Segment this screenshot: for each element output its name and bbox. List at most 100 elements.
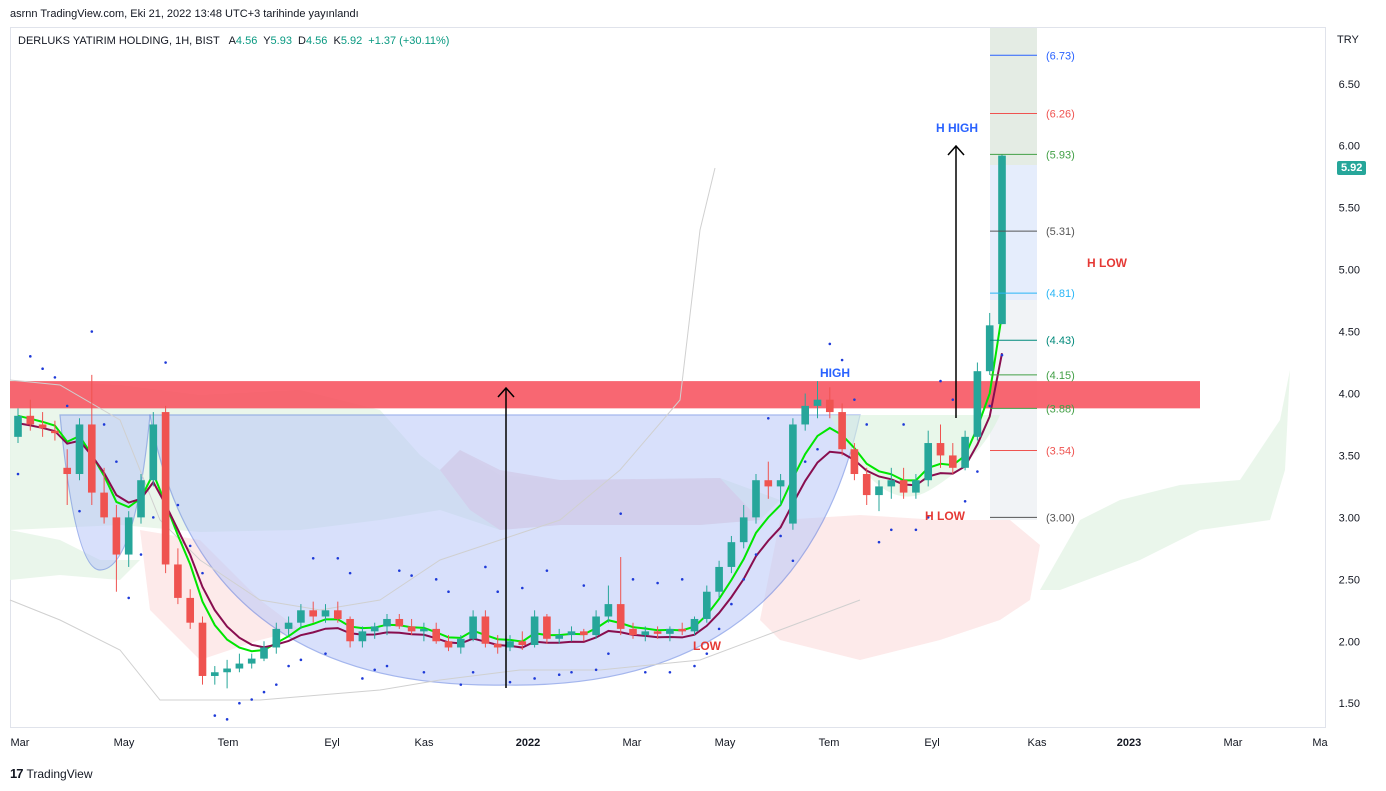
psar-dot-0 — [16, 472, 20, 476]
psar-dot-53 — [668, 670, 672, 674]
psar-dot-67 — [840, 358, 844, 362]
psar-dot-78 — [976, 470, 979, 473]
candle-body-63 — [789, 424, 797, 524]
candle-body-45 — [567, 631, 576, 636]
candle-body-51 — [641, 631, 650, 636]
level-label-7: (3.88) — [1046, 403, 1075, 415]
psar-dot-62 — [779, 534, 782, 538]
y-tick-10: 6.50 — [1339, 79, 1360, 91]
annotation-0: HIGH — [820, 366, 850, 380]
psar-dot-13 — [176, 503, 180, 507]
candle-body-66 — [825, 399, 834, 413]
psar-dot-61 — [767, 416, 770, 420]
candle-body-75 — [936, 443, 945, 456]
psar-dot-68 — [853, 398, 856, 401]
psar-dot-6 — [90, 330, 94, 333]
y-tick-4: 3.50 — [1339, 450, 1360, 462]
candle-body-74 — [924, 443, 933, 481]
annotation-1: LOW — [693, 639, 722, 653]
level-label-6: (4.15) — [1046, 370, 1075, 382]
candle-body-29 — [370, 626, 379, 632]
candle-body-21 — [272, 628, 281, 648]
psar-dot-9 — [127, 596, 130, 600]
candle-body-19 — [247, 658, 256, 664]
candle-body-41 — [518, 641, 527, 645]
currency-label[interactable]: TRY — [1337, 34, 1359, 46]
psar-dot-24 — [311, 556, 315, 560]
psar-dot-65 — [816, 447, 819, 451]
psar-dot-15 — [201, 571, 204, 575]
ohlc-high-value: 5.93 — [270, 35, 292, 47]
candle-body-68 — [850, 449, 859, 475]
psar-dot-17 — [225, 718, 229, 721]
candle-body-61 — [764, 480, 773, 487]
annotation-4: H LOW — [925, 509, 966, 523]
psar-dot-35 — [447, 590, 450, 594]
psar-dot-47 — [594, 668, 598, 672]
bollinger-lower — [9, 599, 861, 701]
publish-credit: asrnn TradingView.com, Eki 21, 2022 13:4… — [10, 8, 359, 20]
y-tick-9: 6.00 — [1339, 141, 1360, 153]
y-tick-5: 4.00 — [1339, 388, 1360, 400]
level-label-5: (4.43) — [1046, 335, 1075, 347]
psar-dot-42 — [533, 677, 536, 680]
x-label-8: Tem — [819, 737, 840, 749]
candle-body-57 — [715, 566, 723, 592]
target-zone-mid — [990, 165, 1037, 300]
psar-dot-58 — [730, 602, 733, 606]
y-tick-7: 5.00 — [1339, 265, 1360, 277]
candle-body-2 — [38, 424, 47, 429]
psar-dot-10 — [139, 553, 143, 556]
candle-body-38 — [481, 616, 490, 644]
candle-body-46 — [579, 631, 588, 636]
candle-body-42 — [530, 616, 539, 645]
candle-body-28 — [358, 631, 367, 642]
psar-dot-3 — [53, 376, 57, 379]
target-arrow-head — [947, 144, 965, 156]
candle-body-16 — [210, 672, 219, 676]
candle-body-7 — [100, 492, 108, 518]
candle-body-32 — [407, 626, 416, 632]
candle-body-48 — [604, 604, 613, 617]
x-label-4: Kas — [415, 737, 434, 749]
psar-dot-5 — [78, 509, 81, 513]
candle-body-33 — [420, 628, 428, 632]
psar-dot-60 — [754, 553, 758, 556]
psar-dot-36 — [459, 683, 463, 686]
candle-body-52 — [653, 631, 662, 634]
tradingview-logo[interactable]: 17 TradingView — [10, 766, 93, 781]
candle-body-23 — [297, 610, 305, 623]
y-tick-0: 1.50 — [1339, 698, 1360, 710]
ohlc-low-value: 4.56 — [305, 35, 328, 47]
psar-dot-2 — [41, 367, 44, 371]
psar-dot-71 — [890, 528, 893, 532]
candle-body-5 — [75, 424, 84, 475]
y-tick-6: 4.50 — [1339, 327, 1360, 339]
candle-body-24 — [309, 610, 318, 617]
candle-body-55 — [690, 618, 699, 632]
ichimoku-cloud-red-3 — [760, 515, 1040, 660]
psar-dot-7 — [102, 423, 106, 426]
ohlc-open-value: 4.56 — [235, 35, 258, 47]
ichimoku-cloud-future — [1040, 370, 1290, 590]
chart-pane[interactable] — [10, 27, 1326, 728]
price-change: +1.37 (+30.11%) — [368, 35, 450, 47]
y-tick-8: 5.50 — [1339, 203, 1360, 215]
symbol-legend[interactable]: DERLUKS YATIRIM HOLDING, 1H, BIST A4.56 … — [18, 35, 452, 47]
psar-dot-26 — [336, 556, 340, 560]
candle-body-59 — [739, 517, 748, 543]
ohlc-close-value: 5.92 — [340, 35, 363, 47]
psar-dot-43 — [545, 569, 549, 572]
candle-body-35 — [444, 641, 453, 648]
psar-dot-69 — [865, 423, 868, 426]
psar-dot-75 — [939, 379, 942, 383]
psar-dot-57 — [717, 627, 721, 631]
psar-dot-45 — [570, 670, 573, 674]
candle-body-50 — [629, 628, 637, 636]
psar-dot-79 — [988, 404, 991, 408]
candle-body-80 — [998, 155, 1006, 325]
x-label-10: Kas — [1028, 737, 1047, 749]
candle-body-72 — [899, 480, 908, 493]
symbol-name: DERLUKS YATIRIM HOLDING, 1H, BIST — [18, 35, 220, 47]
